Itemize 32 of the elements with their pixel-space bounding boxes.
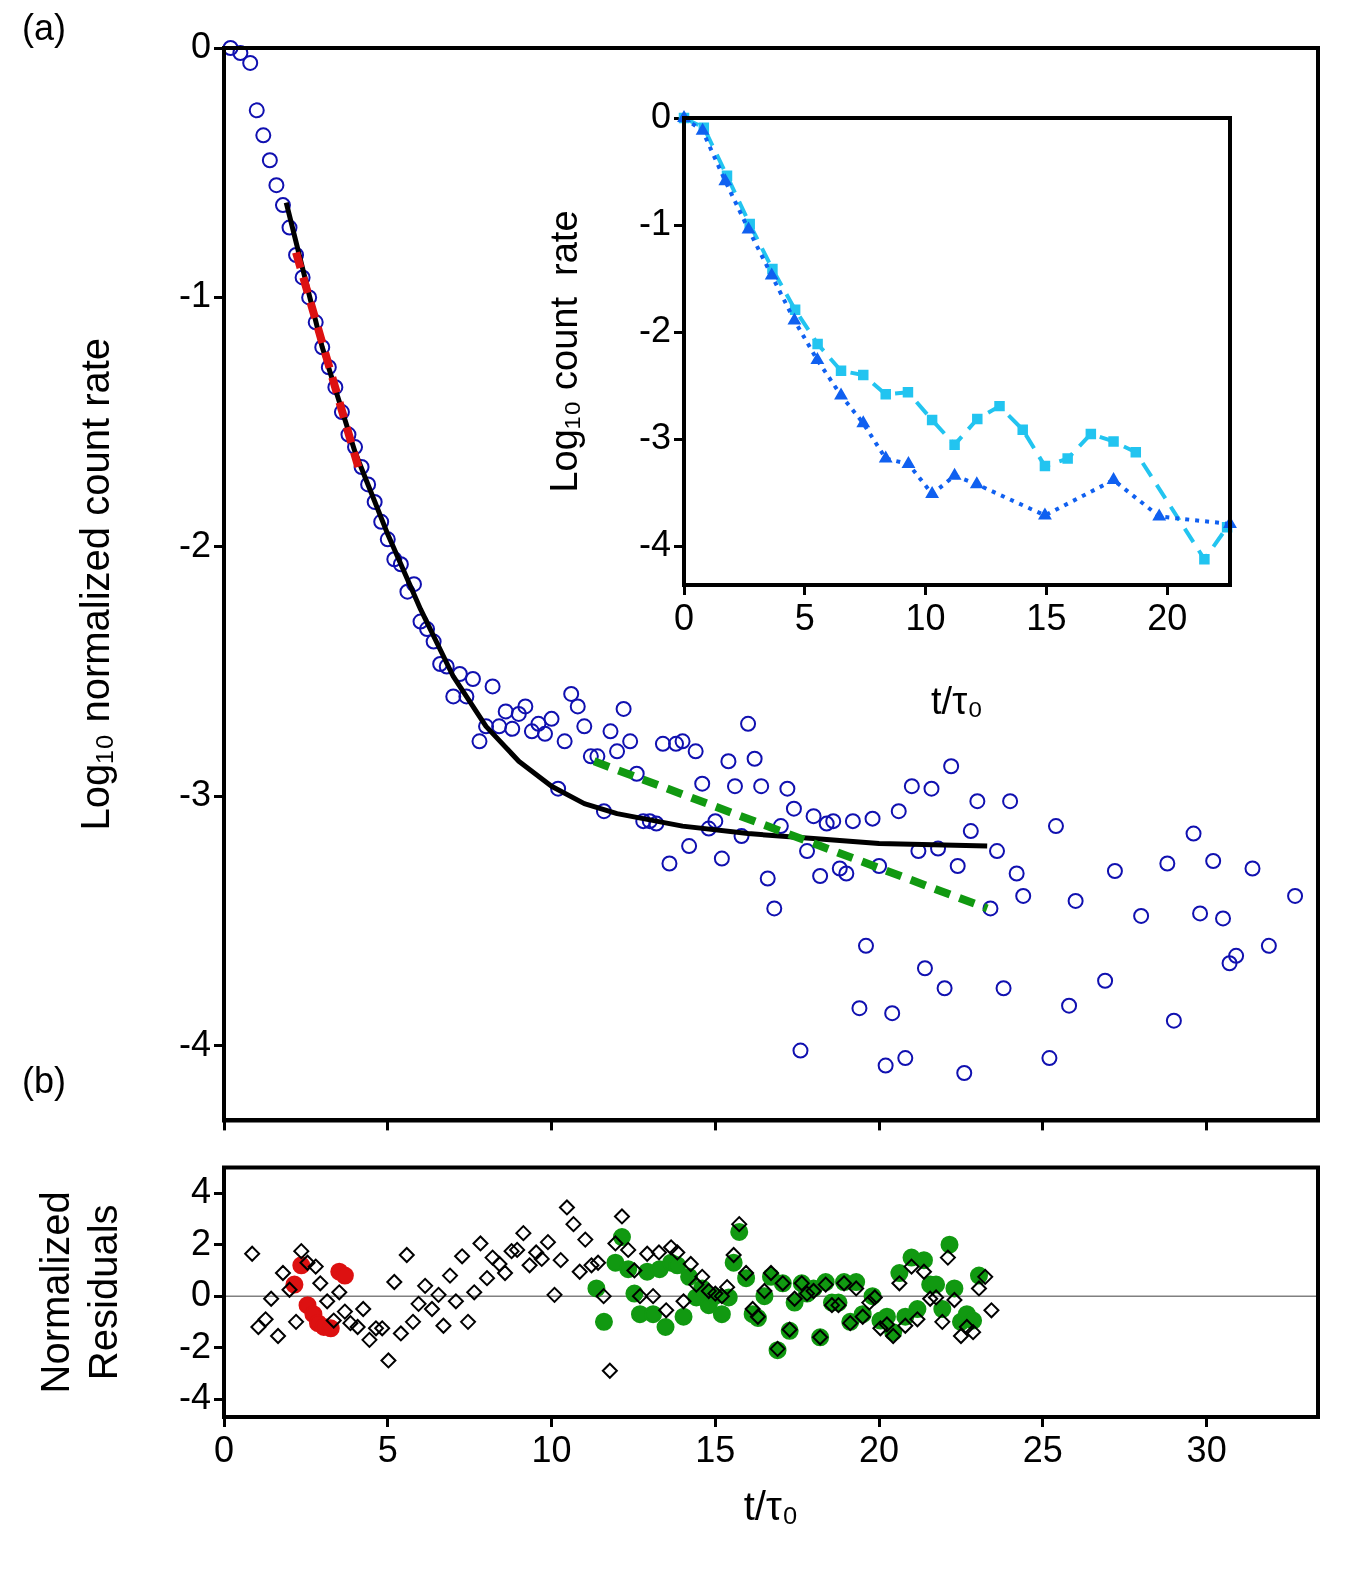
y-tick-label: -1 <box>178 274 211 316</box>
x-tick-label: 15 <box>695 1428 736 1470</box>
x-axis-title: t/τ₀ <box>743 1484 799 1529</box>
y-tick-label: -4 <box>638 523 671 565</box>
y-axis-title: Normalized Residuals <box>33 1191 126 1394</box>
x-tick-label: 10 <box>531 1428 572 1470</box>
y-tick-label: 0 <box>190 24 211 66</box>
text: (b) <box>22 1060 66 1101</box>
x-tick-label: 15 <box>1026 596 1067 638</box>
y-tick-label: -4 <box>178 1375 211 1417</box>
x-tick-label: 5 <box>794 596 815 638</box>
x-axis-title: t/τ₀ <box>931 679 983 722</box>
y-tick-label: -1 <box>638 202 671 244</box>
y-tick-label: -3 <box>638 416 671 458</box>
y-axis-title: Log₁₀ count rate <box>543 210 586 493</box>
x-tick-label: 30 <box>1186 1428 1227 1470</box>
y-tick-label: -4 <box>178 1022 211 1064</box>
text: (a) <box>22 7 66 48</box>
x-tick-label: 20 <box>859 1428 900 1470</box>
y-tick-label: 0 <box>650 94 671 136</box>
x-tick-label: 25 <box>1022 1428 1063 1470</box>
y-tick-label: 0 <box>190 1273 211 1315</box>
y-tick-label: -3 <box>178 773 211 815</box>
x-tick-label: 20 <box>1147 596 1188 638</box>
y-axis-title: Log₁₀ normalized count rate <box>73 337 118 831</box>
y-tick-label: -2 <box>178 523 211 565</box>
y-tick-label: -2 <box>638 309 671 351</box>
y-tick-label: 2 <box>190 1221 211 1263</box>
y-tick-label: -2 <box>178 1324 211 1366</box>
y-tick-label: 4 <box>190 1170 211 1212</box>
x-tick-label: 10 <box>905 596 946 638</box>
x-tick-label: 5 <box>377 1428 398 1470</box>
